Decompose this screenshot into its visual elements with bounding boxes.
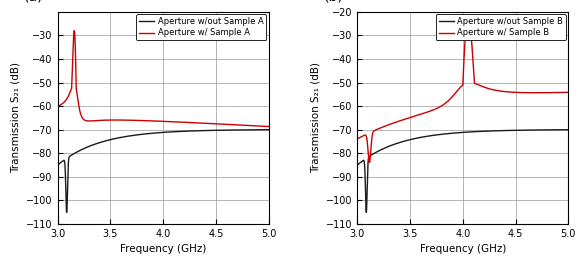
- Aperture w/out Sample A: [135, 133, 142, 136]
- Legend: Aperture w/out Sample B, Aperture w/ Sample B: Aperture w/out Sample B, Aperture w/ Sam…: [436, 14, 566, 40]
- Aperture w/ Sample A: [144, 119, 151, 122]
- Aperture w/ Sample A: [238, 123, 245, 127]
- Aperture w/out Sample B: [378, 148, 385, 151]
- Aperture w/out Sample A: [144, 132, 151, 135]
- Aperture w/out Sample A: [78, 148, 85, 151]
- X-axis label: Frequency (GHz): Frequency (GHz): [419, 244, 506, 254]
- Aperture w/out Sample B: [538, 128, 545, 131]
- Aperture w/ Sample B: [538, 91, 545, 94]
- Aperture w/ Sample A: [135, 119, 142, 122]
- Y-axis label: Transmission S₂₁ (dB): Transmission S₂₁ (dB): [310, 63, 320, 173]
- Aperture w/ Sample B: [464, 17, 471, 20]
- Aperture w/out Sample B: [391, 143, 398, 146]
- Aperture w/out Sample B: [435, 133, 442, 136]
- Line: Aperture w/ Sample B: Aperture w/ Sample B: [357, 18, 568, 162]
- Aperture w/ Sample B: [444, 100, 451, 103]
- Y-axis label: Transmission S₂₁ (dB): Transmission S₂₁ (dB): [11, 63, 21, 173]
- Aperture w/ Sample B: [391, 121, 398, 124]
- Line: Aperture w/out Sample A: Aperture w/out Sample A: [58, 130, 269, 212]
- Line: Aperture w/out Sample B: Aperture w/out Sample B: [357, 130, 568, 212]
- Aperture w/out Sample A: [265, 128, 272, 131]
- Aperture w/ Sample B: [561, 91, 568, 94]
- Aperture w/out Sample B: [561, 128, 568, 131]
- Aperture w/out Sample A: [238, 128, 245, 131]
- Aperture w/out Sample A: [54, 164, 61, 167]
- Aperture w/ Sample A: [71, 29, 78, 32]
- Text: (a): (a): [24, 0, 43, 3]
- Aperture w/ Sample B: [565, 91, 572, 94]
- Aperture w/out Sample A: [63, 211, 70, 214]
- Aperture w/ Sample B: [378, 126, 385, 129]
- Line: Aperture w/ Sample A: Aperture w/ Sample A: [58, 31, 269, 126]
- Aperture w/out Sample B: [363, 211, 370, 214]
- Aperture w/out Sample A: [91, 143, 98, 146]
- Aperture w/ Sample A: [261, 125, 268, 128]
- Legend: Aperture w/out Sample A, Aperture w/ Sample A: Aperture w/out Sample A, Aperture w/ Sam…: [136, 14, 266, 40]
- Aperture w/out Sample B: [444, 132, 451, 135]
- Aperture w/out Sample B: [565, 128, 572, 131]
- Aperture w/out Sample B: [354, 164, 361, 167]
- Text: (b): (b): [324, 0, 343, 3]
- Aperture w/ Sample A: [91, 119, 98, 122]
- Aperture w/ Sample A: [54, 105, 61, 108]
- Aperture w/ Sample A: [78, 116, 85, 119]
- Aperture w/out Sample A: [261, 128, 268, 131]
- Aperture w/ Sample B: [366, 161, 373, 164]
- Aperture w/ Sample B: [354, 137, 361, 140]
- Aperture w/ Sample A: [265, 125, 272, 128]
- X-axis label: Frequency (GHz): Frequency (GHz): [120, 244, 207, 254]
- Aperture w/ Sample B: [435, 106, 442, 109]
